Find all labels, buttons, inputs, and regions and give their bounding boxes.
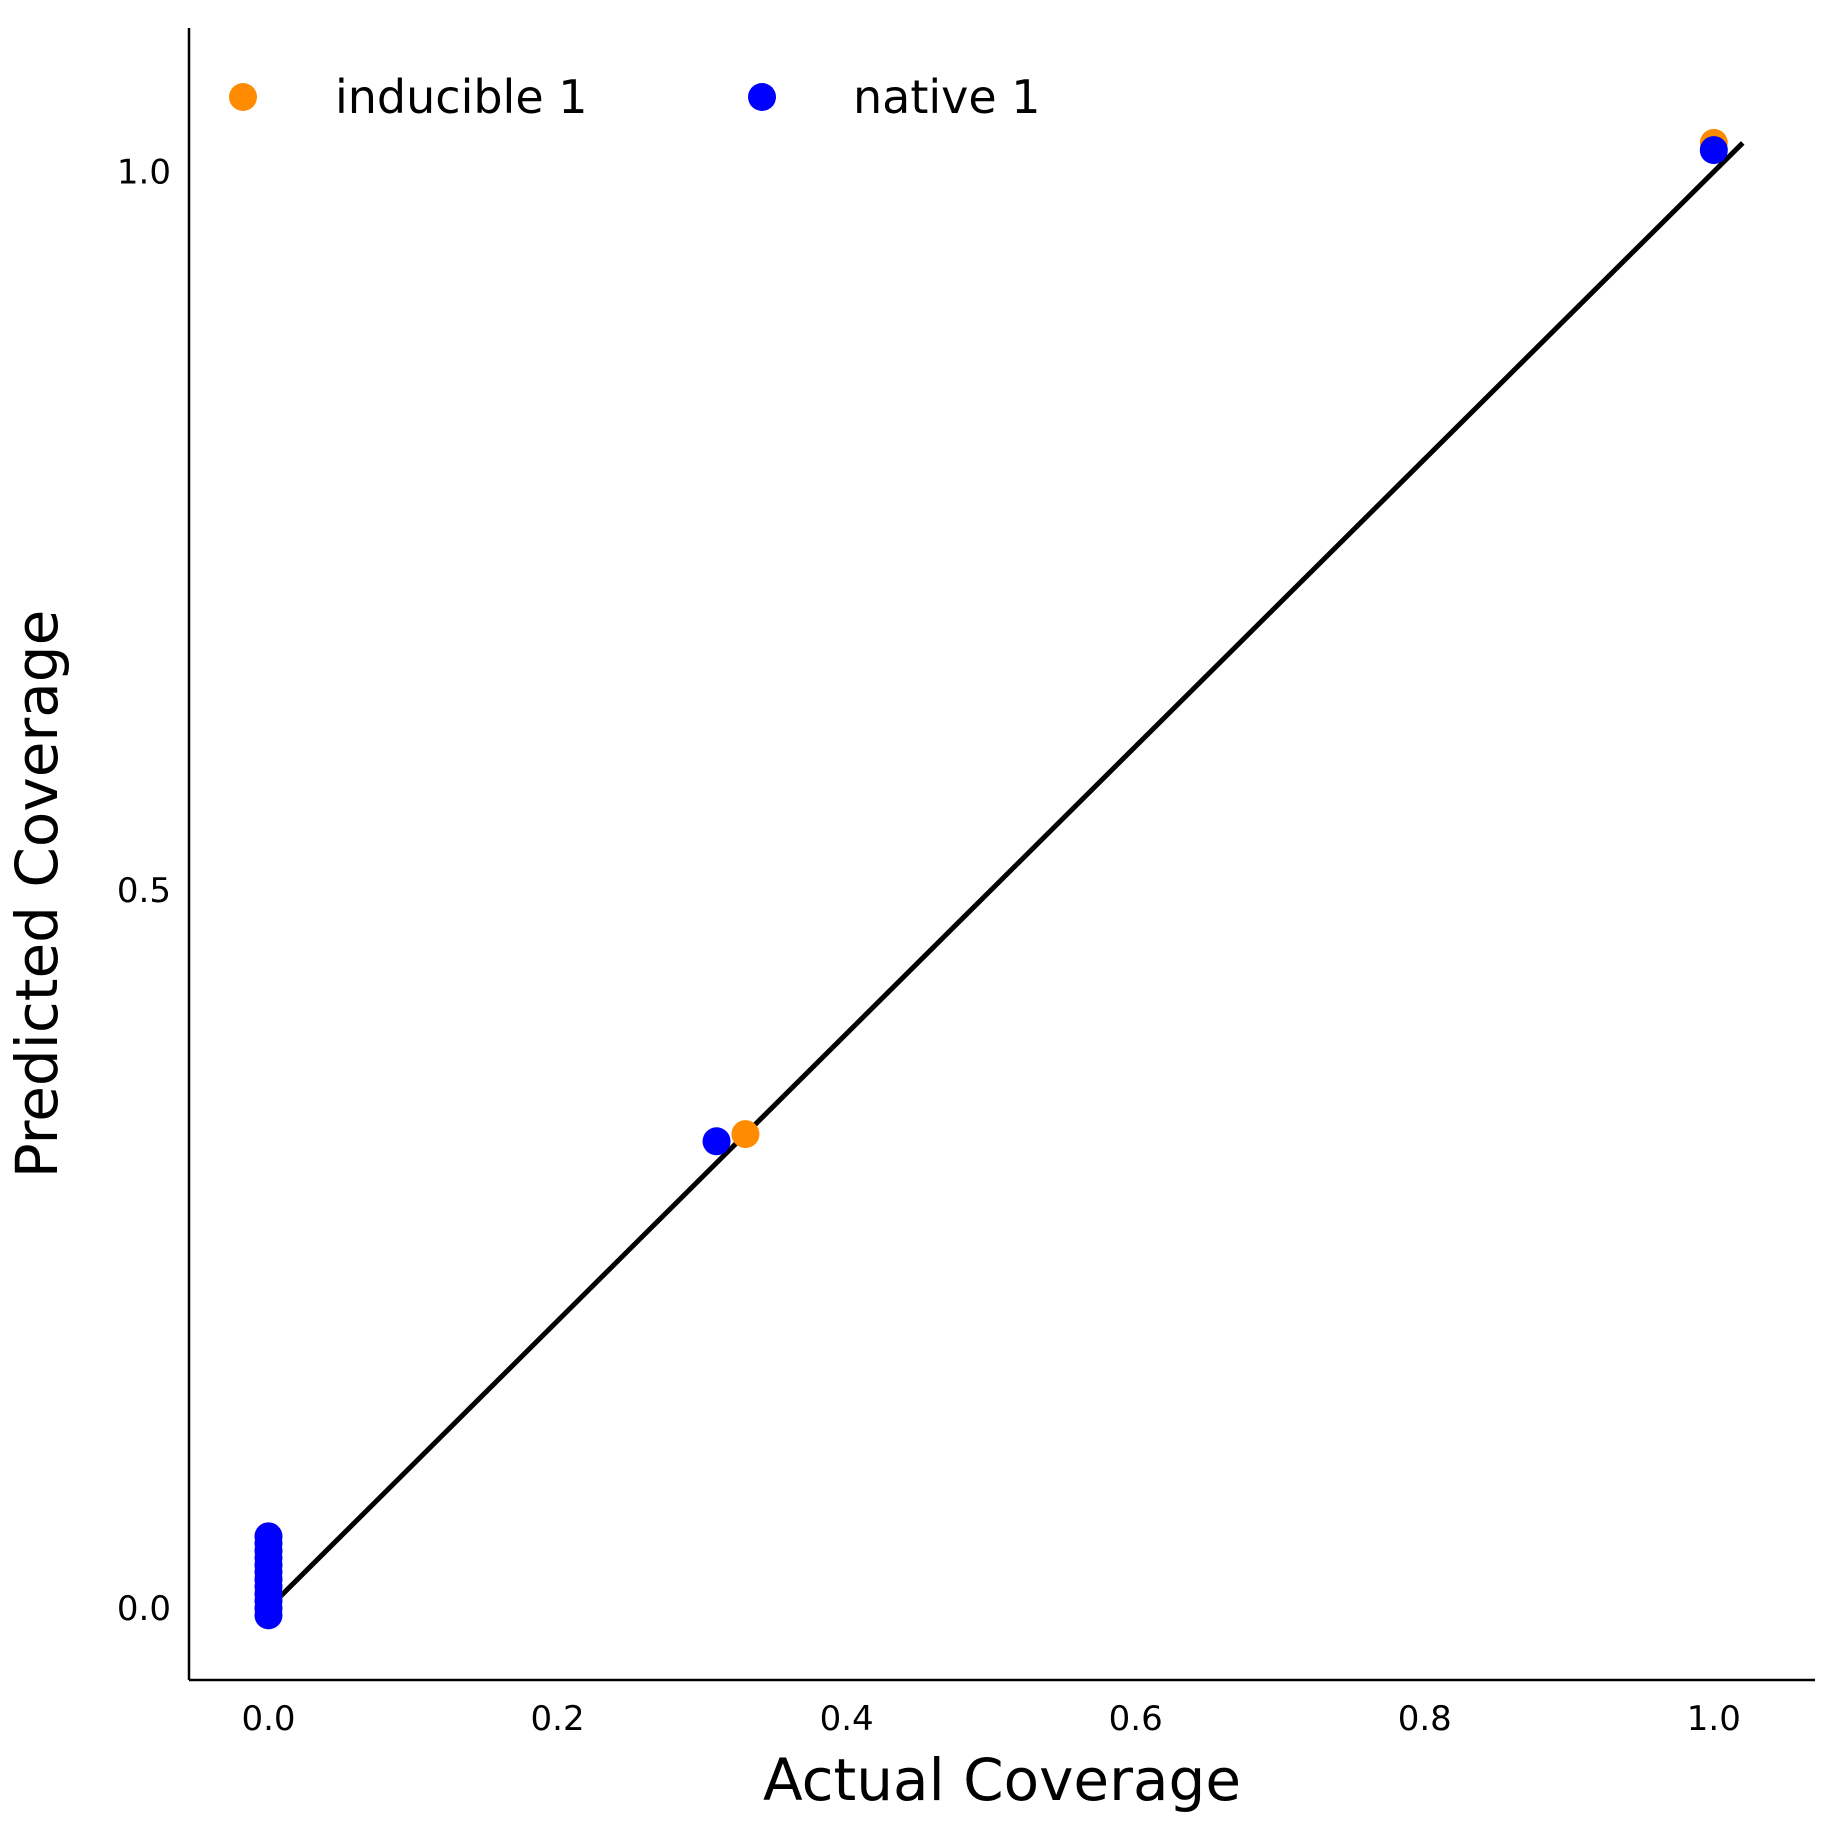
x-tick-label: 0.0 (241, 1699, 295, 1739)
x-tick-label: 1.0 (1687, 1699, 1741, 1739)
data-point (731, 1120, 760, 1149)
y-axis-label: Predicted Coverage (3, 610, 71, 1179)
tick-labels: 0.0 0.2 0.4 0.6 0.8 1.0 0.0 0.5 1.0 (117, 153, 1741, 1739)
legend-marker (748, 83, 776, 111)
x-tick-label: 0.8 (1398, 1699, 1452, 1739)
data-point (254, 1522, 283, 1551)
legend-marker (229, 83, 257, 111)
x-tick-label: 0.6 (1109, 1699, 1163, 1739)
reference-line-group (266, 141, 1745, 1610)
series-native-1 (254, 136, 1728, 1630)
x-tick-label: 0.4 (820, 1699, 874, 1739)
data-points (254, 128, 1728, 1630)
y-tick-label: 1.0 (117, 153, 171, 193)
reference-line (266, 141, 1745, 1610)
axes (187, 28, 1815, 1682)
legend-label: inducible 1 (335, 70, 588, 124)
data-point (702, 1127, 731, 1156)
series-inducible-1 (254, 128, 1728, 1623)
y-tick-label: 0.5 (117, 871, 171, 911)
x-axis-label: Actual Coverage (763, 1746, 1241, 1814)
legend-label: native 1 (853, 70, 1041, 124)
y-tick-label: 0.0 (117, 1589, 171, 1629)
data-point (1699, 136, 1728, 165)
x-tick-label: 0.2 (531, 1699, 585, 1739)
legend: inducible 1 native 1 (229, 70, 1041, 124)
